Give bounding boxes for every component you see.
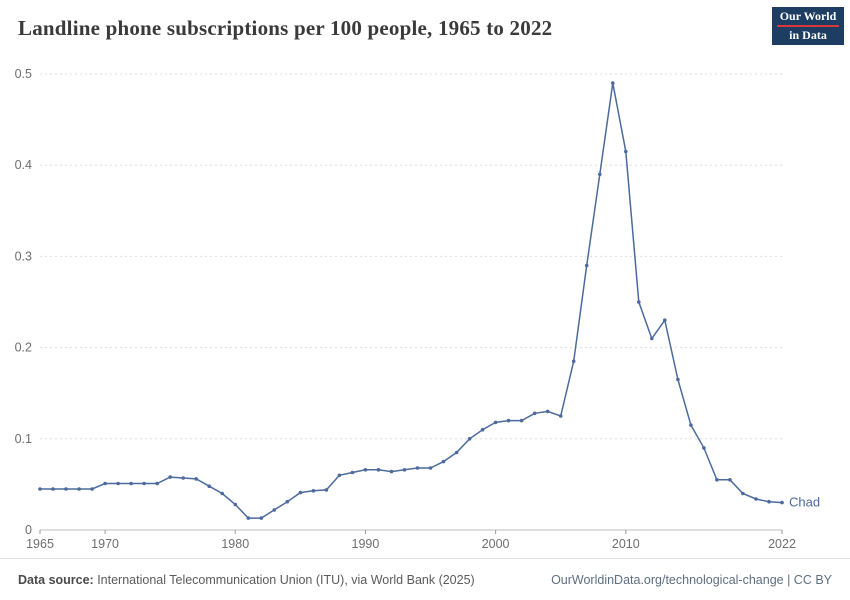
data-point (493, 420, 498, 425)
data-point (441, 459, 446, 464)
data-point (337, 473, 342, 478)
data-point (389, 469, 394, 474)
owid-logo-line2: in Data (789, 28, 827, 42)
data-point (207, 484, 211, 489)
data-point (116, 481, 120, 486)
data-point (676, 377, 680, 382)
data-point (155, 481, 159, 486)
data-point (558, 414, 563, 418)
data-point (311, 489, 316, 493)
data-point (454, 450, 459, 455)
chart-title: Landline phone subscriptions per 100 peo… (18, 16, 553, 40)
owid-logo: Our World in Data (772, 7, 844, 45)
data-point (624, 149, 628, 154)
y-axis-label: 0.3 (15, 249, 32, 263)
x-axis-label: 2000 (482, 537, 510, 551)
data-point (650, 336, 654, 341)
data-point (168, 475, 172, 479)
data-point (51, 487, 55, 491)
data-point (363, 468, 368, 472)
owid-logo-line1: Our World (776, 9, 840, 27)
data-point (480, 427, 485, 432)
data-point (467, 437, 472, 441)
data-point (715, 478, 719, 482)
data-point (519, 418, 524, 423)
line-chart: 0 0.1 0.2 0.3 0.4 0.5 1965 1970 1980 1990 2000 2010… (15, 67, 820, 551)
data-point (702, 446, 706, 450)
data-point (324, 488, 329, 492)
data-source-text: International Telecommunication Union (I… (93, 572, 475, 587)
data-point (77, 487, 81, 491)
data-point (246, 516, 251, 520)
x-axis-label: 1990 (352, 537, 380, 551)
data-point (754, 497, 758, 501)
data-point (767, 499, 771, 504)
x-axis-label: 1970 (91, 537, 119, 551)
data-point (415, 466, 420, 470)
data-source: Data source: International Telecommunica… (18, 573, 475, 587)
data-line (40, 82, 783, 519)
data-point (129, 481, 133, 486)
data-point (584, 263, 589, 268)
data-point (663, 318, 667, 323)
data-point (90, 487, 94, 491)
data-point (637, 300, 641, 304)
data-point (532, 411, 537, 416)
data-point (259, 516, 264, 520)
data-point (728, 478, 732, 482)
y-axis-label: 0.4 (15, 158, 32, 172)
data-point (376, 468, 381, 472)
data-point (571, 359, 576, 364)
y-axis-label: 0.2 (15, 341, 32, 355)
data-point (545, 409, 550, 414)
series-label: Chad (789, 495, 820, 510)
chart-footer: Data source: International Telecommunica… (0, 558, 850, 600)
x-axis-label: 1965 (26, 537, 54, 551)
data-point (780, 500, 784, 505)
data-point (181, 476, 185, 480)
owid-link[interactable]: OurWorldinData.org/technological-change … (551, 572, 832, 587)
data-point (350, 470, 355, 475)
data-point (142, 481, 146, 486)
data-point (402, 468, 407, 472)
y-axis-label: 0.1 (15, 432, 32, 446)
data-point (38, 487, 42, 491)
data-point (598, 172, 602, 177)
data-point (506, 418, 511, 423)
data-point (741, 491, 745, 496)
data-point (285, 499, 290, 504)
x-axis-label: 2022 (768, 537, 796, 551)
data-point (220, 491, 224, 496)
data-point (194, 477, 198, 481)
y-axis-label: 0 (25, 523, 32, 537)
x-axis-label: 1980 (221, 537, 249, 551)
y-axis-label: 0.5 (15, 67, 32, 81)
data-point (689, 423, 693, 427)
data-point (103, 481, 107, 486)
data-point (428, 466, 433, 470)
data-point (298, 490, 303, 495)
data-point (611, 81, 615, 85)
data-point (233, 502, 238, 507)
x-axis-label: 2010 (612, 537, 640, 551)
data-point (272, 508, 277, 512)
data-point (64, 487, 68, 491)
data-source-label: Data source: (18, 572, 94, 587)
